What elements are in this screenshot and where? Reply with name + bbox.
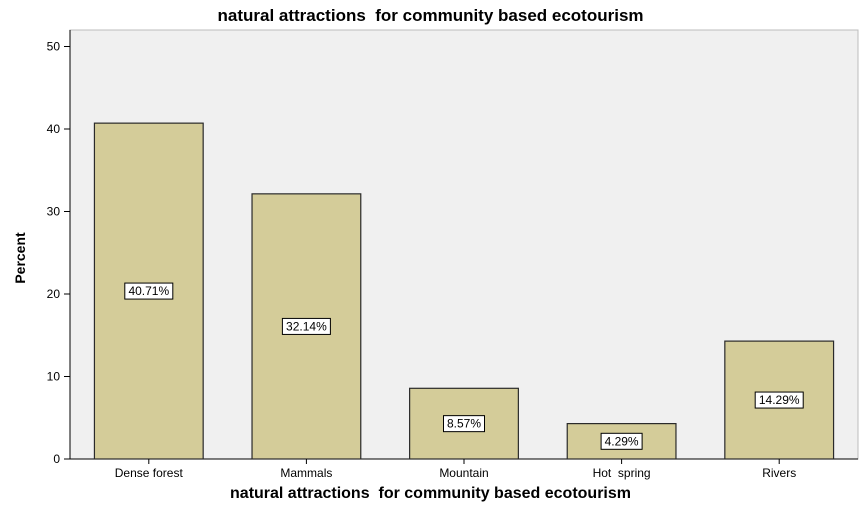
x-tick-label: Mammals [280, 466, 332, 480]
data-label: 14.29% [759, 393, 800, 407]
y-tick-label: 20 [47, 287, 61, 301]
x-tick-label: Mountain [439, 466, 488, 480]
y-tick-label: 0 [53, 452, 60, 466]
data-label: 40.71% [128, 284, 169, 298]
x-tick-label: Rivers [762, 466, 796, 480]
bars: 40.71% 32.14% 8.57% 4.29% 14.29% [93, 122, 835, 460]
data-label-box [754, 391, 804, 409]
data-label: 8.57% [447, 417, 481, 431]
y-tick-label: 50 [47, 40, 61, 54]
chart-title: natural attractions for community based … [217, 6, 644, 25]
x-axis-title: natural attractions for community based … [230, 485, 631, 502]
y-tick-label: 40 [47, 122, 61, 136]
x-tick-label: Dense forest [115, 466, 184, 480]
y-tick-label: 10 [47, 370, 61, 384]
data-label-box [600, 432, 643, 450]
y-tick-label: 30 [47, 205, 61, 219]
data-label: 32.14% [286, 319, 327, 333]
data-label: 4.29% [605, 434, 639, 448]
data-label-box [281, 317, 331, 335]
x-axis-labels: Dense forest Mammals Mountain Hot spring Riv… [115, 459, 796, 480]
data-label-box [443, 415, 485, 433]
data-label-box [124, 282, 174, 300]
x-tick-label: Hot spring [593, 466, 651, 480]
y-axis-title: Percent [12, 232, 28, 284]
